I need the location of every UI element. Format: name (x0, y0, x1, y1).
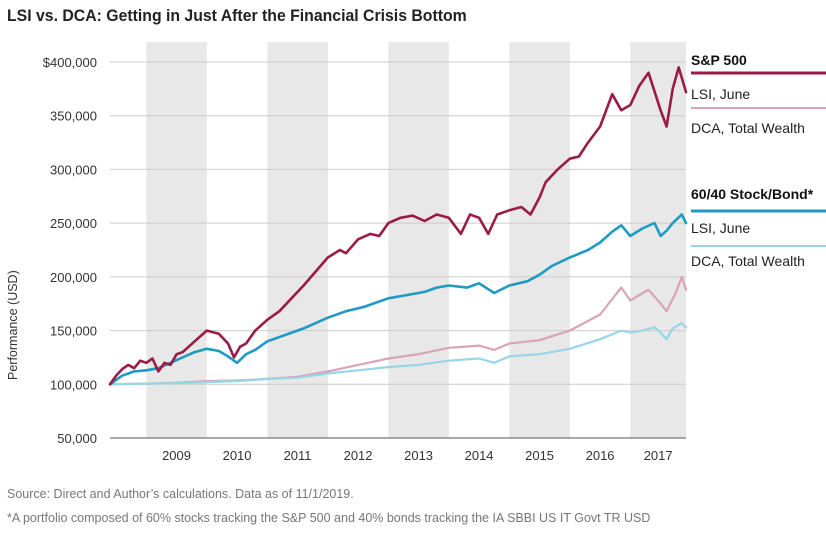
y-tick-label: 200,000 (50, 270, 97, 285)
y-tick-label: $400,000 (43, 55, 97, 70)
x-tick-label: 2014 (465, 448, 494, 463)
x-tick-label: 2010 (223, 448, 252, 463)
x-tick-labels: 2009 2010 2011 2012 2013 2014 2015 2016 2017 (162, 448, 673, 463)
y-tick-labels: $400,000 350,000 300,000 250,000 200,000 150,… (43, 55, 97, 446)
series-6040-dca-line (108, 322, 688, 386)
x-tick-label: 2017 (644, 448, 673, 463)
source-note: Source: Direct and Author’s calculations… (7, 487, 354, 501)
x-tick-label: 2016 (586, 448, 615, 463)
legend-bond-dca-label: DCA, Total Wealth (691, 253, 805, 269)
x-tick-label: 2009 (162, 448, 191, 463)
chart-title: LSI vs. DCA: Getting in Just After the F… (7, 6, 467, 25)
legend-sp-lsi-label: LSI, June (691, 86, 750, 102)
legend-bond-lsi-label: LSI, June (691, 220, 750, 236)
y-tick-label: 50,000 (57, 431, 97, 446)
x-tick-label: 2012 (344, 448, 373, 463)
year-band-2015 (509, 42, 570, 438)
year-band-2017 (630, 42, 686, 438)
y-tick-label: 250,000 (50, 216, 97, 231)
x-tick-label: 2013 (404, 448, 433, 463)
year-bands (146, 42, 686, 438)
series-6040-lsi-line (108, 213, 688, 386)
year-band-2013 (388, 42, 449, 438)
y-axis-label: Performance (USD) (6, 270, 20, 380)
x-tick-label: 2015 (525, 448, 554, 463)
y-tick-label: 350,000 (50, 109, 97, 124)
portfolio-footnote: *A portfolio composed of 60% stocks trac… (7, 511, 651, 525)
y-tick-label: 150,000 (50, 324, 97, 339)
year-band-2009 (146, 42, 207, 438)
year-band-2011 (267, 42, 328, 438)
y-tick-label: 300,000 (50, 162, 97, 177)
series-sp500-lsi-line (108, 66, 688, 386)
x-tick-label: 2011 (284, 448, 312, 463)
legend-bond-heading: 60/40 Stock/Bond* (691, 186, 814, 202)
series-group (108, 66, 688, 386)
y-tick-label: 100,000 (50, 377, 97, 392)
legend-sp-heading: S&P 500 (691, 52, 747, 68)
legend-sp-dca-label: DCA, Total Wealth (691, 120, 805, 136)
